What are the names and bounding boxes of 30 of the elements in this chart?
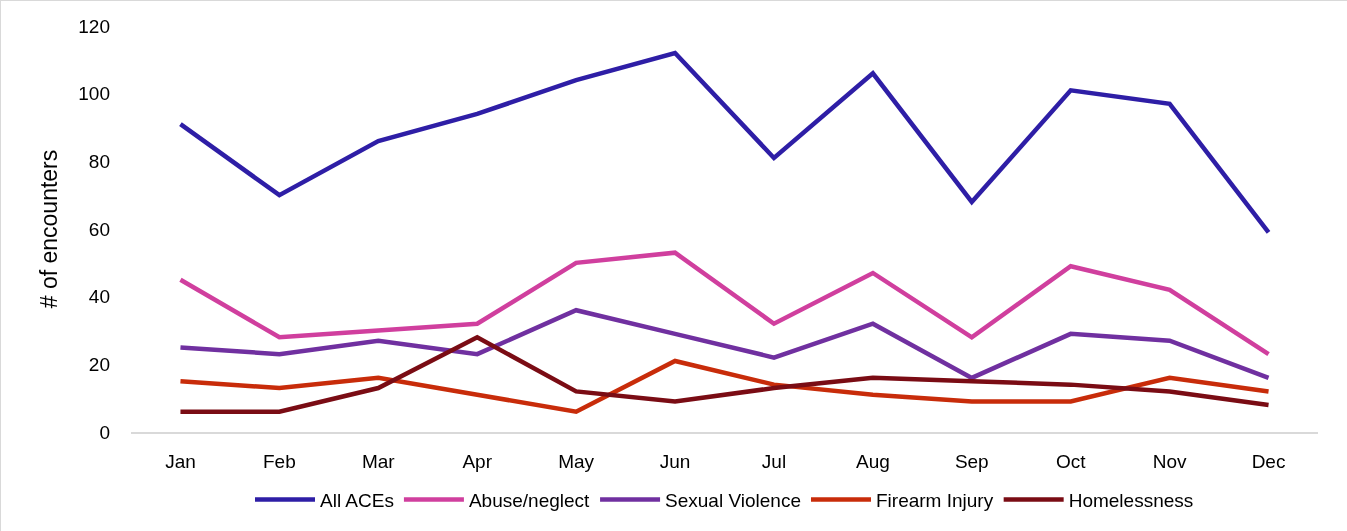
line-series [178, 50, 1271, 235]
x-tick-label: Sep [954, 451, 989, 473]
legend-label: Sexual Violence [665, 489, 801, 511]
legend-label: Firearm Injury [875, 489, 994, 511]
x-tick-label: Apr [462, 451, 493, 473]
legend-label: All ACEs [320, 489, 394, 511]
y-tick-label: 80 [88, 150, 110, 172]
x-tick-label: Jun [659, 451, 691, 473]
x-tick-label: Jul [761, 451, 787, 473]
line-series [178, 250, 1271, 357]
line-series [178, 307, 1271, 381]
y-axis-title: # of encounters [35, 149, 62, 309]
x-tick-label: Nov [1152, 451, 1188, 473]
x-tick-label: May [558, 451, 595, 473]
y-tick-label: 0 [99, 421, 110, 443]
line-series [178, 358, 1271, 414]
line-series [178, 335, 1271, 414]
x-tick-label: Dec [1251, 451, 1286, 473]
x-tick-label: Feb [263, 451, 296, 473]
y-tick-label: 60 [88, 218, 110, 240]
x-tick-label: Jan [165, 451, 196, 473]
x-tick-label: Oct [1055, 451, 1087, 473]
legend-label: Abuse/neglect [468, 489, 591, 511]
y-tick-label: 40 [88, 286, 110, 308]
y-tick-label: 120 [78, 15, 110, 37]
x-tick-label: Mar [361, 451, 396, 473]
y-tick-label: 20 [88, 353, 110, 375]
legend-label: Homelessness [1068, 489, 1194, 511]
x-tick-label: Aug [855, 451, 890, 473]
y-tick-label: 100 [78, 83, 110, 105]
